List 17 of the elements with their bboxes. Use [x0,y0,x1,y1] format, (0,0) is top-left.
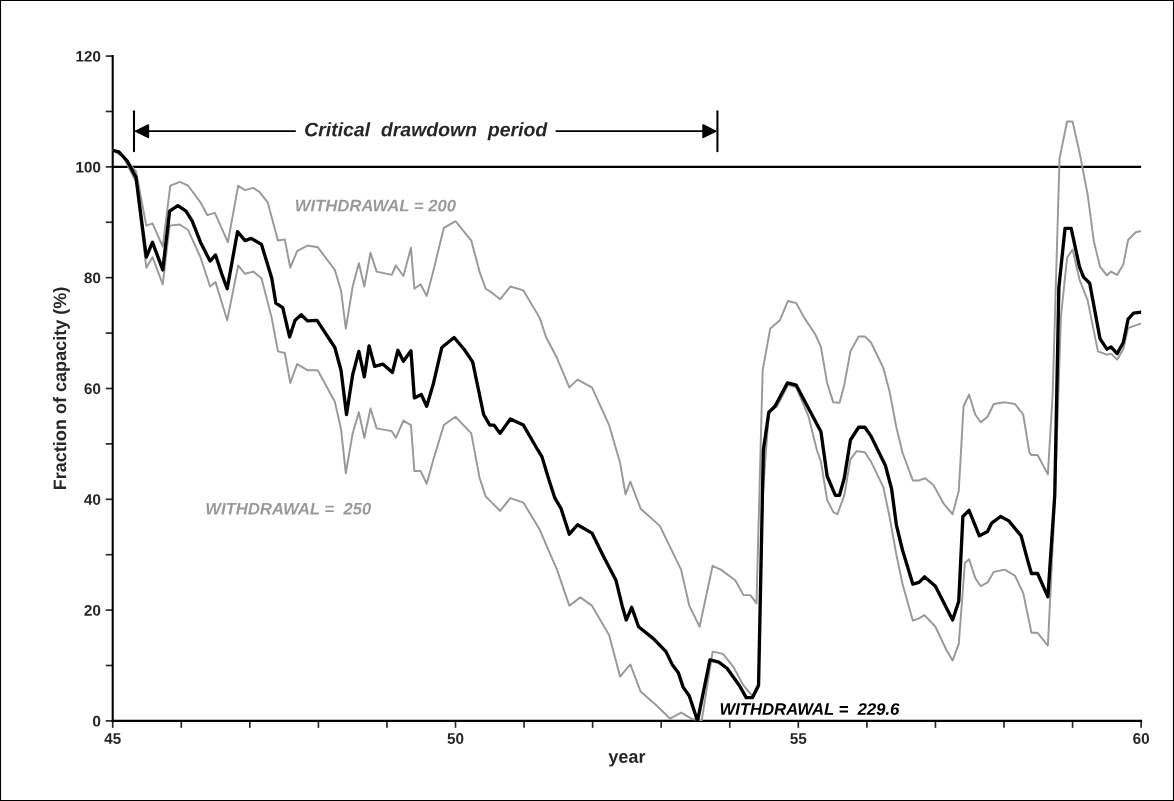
annotation: Critical drawdown period [305,122,548,141]
x-axis-title: year [608,753,646,767]
text: WITHDRAWAL = 250 [206,502,372,515]
x-tick-label: 45 [104,733,121,744]
series-label: WITHDRAWAL = 200 [295,199,456,212]
y-tick-label: 0 [93,715,101,727]
y-tick-label: 80 [84,272,101,284]
y-tick-label: 20 [84,604,101,616]
x-tick-label: 60 [1133,733,1149,744]
series-label: WITHDRAWAL = 229.6 [720,703,900,715]
x-tick-label: 55 [790,733,807,744]
y-axis-title: Fraction of capacity (%) [53,287,70,490]
x-tick-label: 50 [447,733,464,744]
y-tick-label: 120 [76,50,101,62]
y-tick-label: 100 [76,161,101,173]
y-tick-label: 60 [84,383,101,395]
y-tick-label: 40 [84,494,101,505]
